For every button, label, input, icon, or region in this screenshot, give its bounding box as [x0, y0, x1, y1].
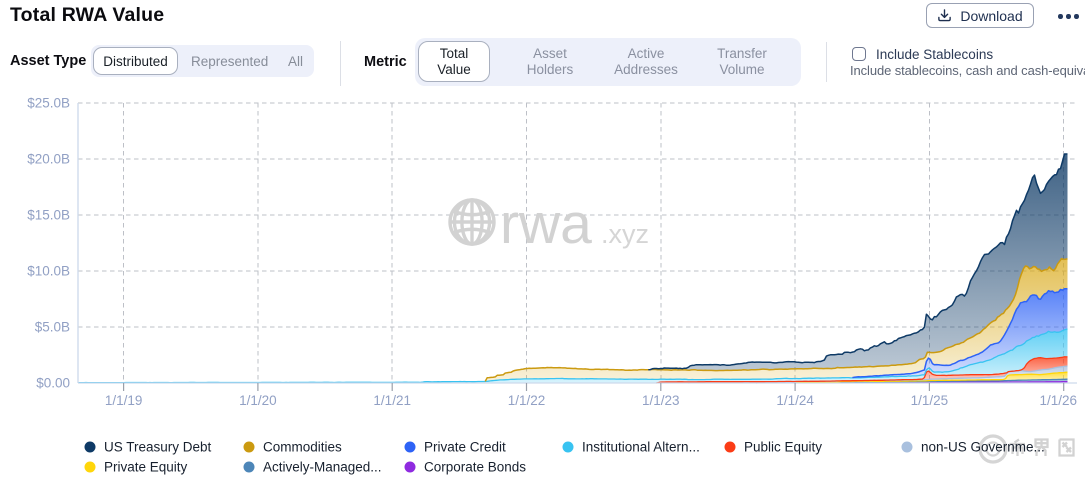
svg-text:non-US Governme...: non-US Governme... — [921, 440, 1045, 455]
svg-text:1/1/25: 1/1/25 — [911, 393, 949, 408]
svg-text:Commodities: Commodities — [263, 440, 342, 455]
svg-text:1/1/21: 1/1/21 — [373, 393, 411, 408]
svg-text:Actively-Managed...: Actively-Managed... — [263, 460, 382, 475]
svg-text:$5.0B: $5.0B — [35, 320, 70, 335]
svg-text:Institutional Altern...: Institutional Altern... — [582, 440, 700, 455]
svg-text:$25.0B: $25.0B — [27, 96, 70, 111]
svg-text:Private Credit: Private Credit — [424, 440, 506, 455]
svg-text:US Treasury Debt: US Treasury Debt — [104, 440, 212, 455]
svg-text:$15.0B: $15.0B — [27, 208, 70, 223]
svg-text:.xyz: .xyz — [601, 219, 649, 249]
svg-text:1/1/22: 1/1/22 — [508, 393, 546, 408]
svg-text:1/1/26: 1/1/26 — [1039, 393, 1077, 408]
svg-text:Private Equity: Private Equity — [104, 460, 188, 475]
svg-text:$0.00: $0.00 — [36, 376, 70, 391]
svg-text:$20.0B: $20.0B — [27, 152, 70, 167]
svg-text:1/1/19: 1/1/19 — [105, 393, 143, 408]
svg-text:1/1/23: 1/1/23 — [642, 393, 680, 408]
svg-text:1/1/24: 1/1/24 — [776, 393, 814, 408]
svg-text:Public Equity: Public Equity — [744, 440, 822, 455]
svg-text:rwa: rwa — [500, 192, 592, 256]
svg-text:1/1/20: 1/1/20 — [239, 393, 277, 408]
svg-text:Corporate Bonds: Corporate Bonds — [424, 460, 526, 475]
svg-text:$10.0B: $10.0B — [27, 264, 70, 279]
